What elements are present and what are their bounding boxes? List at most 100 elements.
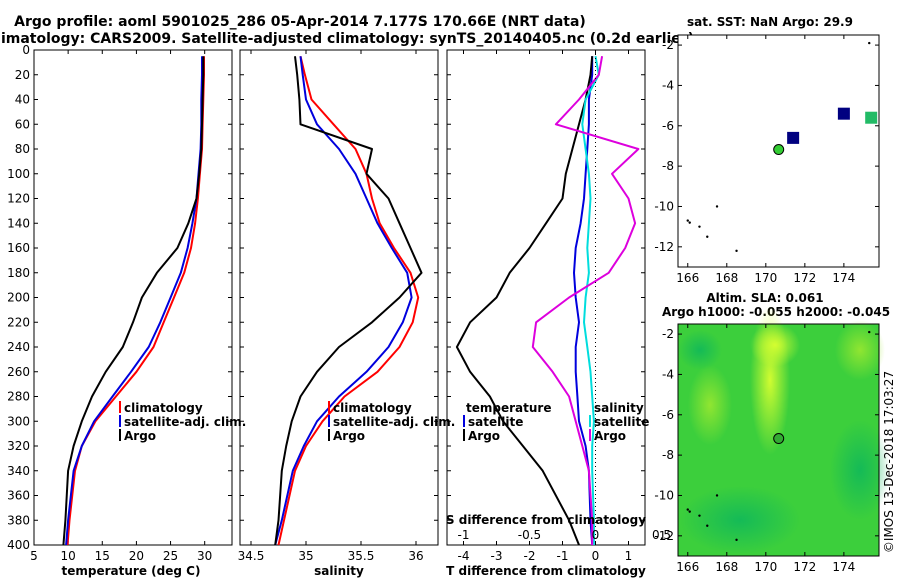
- s-tick-label: 0.5: [652, 528, 671, 542]
- x-tick-label: 15: [95, 549, 110, 563]
- x-tick-label: -1: [557, 549, 569, 563]
- copyright-watermark: ©IMOS 13-Dec-2018 17:03:27: [882, 371, 896, 553]
- y-tick-label: 140: [7, 216, 30, 230]
- title-line2: Climatology: CARS2009. Satellite-adjuste…: [0, 31, 694, 47]
- y-tick-label: 360: [7, 489, 30, 503]
- y-tick-label: 340: [7, 464, 30, 478]
- x-tick-label: 35: [298, 549, 313, 563]
- y-tick-label: -10: [654, 199, 674, 213]
- x-tick-label: 170: [754, 271, 777, 285]
- legend-label-satellite: satellite-adj. clim.: [333, 415, 455, 429]
- x-tick-label: -2: [524, 549, 536, 563]
- y-tick-label: -10: [654, 488, 674, 502]
- island-speck: [698, 225, 701, 228]
- legend-title-temperature: temperature: [466, 401, 551, 415]
- difference-legend-salinity: salinity satellite Argo: [589, 401, 649, 443]
- x-tick-label: -3: [491, 549, 503, 563]
- sla-low-blob: [680, 486, 800, 554]
- s-tick-label: 0: [592, 528, 600, 542]
- y-tick-label: 160: [7, 241, 30, 255]
- island-speck: [715, 494, 719, 497]
- y-tick-label: -8: [662, 159, 674, 173]
- y-tick-label: 40: [15, 93, 30, 107]
- legend-label-temp-satellite: satellite: [468, 415, 523, 429]
- difference-xlabel-top: S difference from climatology: [446, 513, 646, 527]
- x-tick-label: 25: [163, 549, 178, 563]
- salinity-plot: 34.5 35 35.5 36: [238, 49, 438, 563]
- x-tick-label: 34.5: [238, 549, 265, 563]
- legend-label-temp-argo: Argo: [468, 429, 500, 443]
- nearby-profile-marker: [787, 131, 800, 144]
- title-line1: Argo profile: aoml 5901025_286 05-Apr-20…: [14, 14, 586, 30]
- x-tick-label: 174: [832, 271, 855, 285]
- x-tick-label: 36: [408, 549, 423, 563]
- y-tick-label: 80: [15, 142, 30, 156]
- temperature-legend: climatology satellite-adj. clim. Argo: [119, 401, 246, 443]
- y-tick-label: -8: [662, 448, 674, 462]
- argo-profile-marker: [773, 144, 785, 156]
- sst-map-title: sat. SST: NaN Argo: 29.9: [687, 15, 853, 29]
- sla-low-blob: [830, 420, 890, 520]
- island-speck: [688, 221, 691, 224]
- y-tick-label: 0: [22, 43, 30, 57]
- island-speck: [868, 330, 871, 334]
- y-tick-label: 300: [7, 414, 30, 428]
- y-tick-label: 280: [7, 390, 30, 404]
- difference-panel-frame: [446, 49, 646, 546]
- y-tick-label: -2: [662, 327, 674, 341]
- island-speck: [735, 249, 738, 253]
- difference-plot: -4-3-2-101-1-0.500.51: [447, 49, 731, 563]
- sla-map-plot: -2 -4 -6 -8 -10 -12 166 168 170 172 174: [654, 324, 879, 574]
- island-speck: [686, 219, 689, 222]
- sla-map-frame: [677, 323, 880, 557]
- y-tick-label: -12: [654, 529, 674, 543]
- series-line: [65, 56, 203, 546]
- x-tick-label: 170: [754, 560, 777, 574]
- sla-map-field: [678, 305, 890, 554]
- series-line: [455, 56, 594, 546]
- x-tick-label: 174: [832, 560, 855, 574]
- island-speck: [688, 510, 691, 513]
- island-speck: [706, 235, 709, 238]
- island-speck: [868, 41, 871, 45]
- nearby-profile-marker: [837, 107, 850, 120]
- island-speck: [686, 508, 689, 511]
- s-tick-label: -1: [458, 528, 470, 542]
- legend-label-satellite: satellite-adj. clim.: [124, 415, 246, 429]
- y-tick-label: -6: [662, 119, 674, 133]
- legend-label-climatology: climatology: [124, 401, 203, 415]
- series-line: [277, 55, 420, 546]
- island-speck: [698, 514, 701, 517]
- series-line: [274, 56, 423, 546]
- x-tick-label: 166: [676, 560, 699, 574]
- series-line: [66, 56, 205, 546]
- sla-low-blob: [678, 330, 722, 370]
- x-tick-label: 0: [592, 549, 600, 563]
- sla-mid-blob: [688, 365, 732, 445]
- temperature-xlabel: temperature (deg C): [62, 564, 201, 578]
- y-tick-label: 180: [7, 266, 30, 280]
- x-tick-label: -4: [458, 549, 470, 563]
- legend-label-sal-satellite: satellite: [594, 415, 649, 429]
- sst-map-plot: -2 -4 -6 -8 -10 -12 166 168 170 172 174: [654, 35, 879, 285]
- salinity-panel-frame: [239, 49, 439, 546]
- s-tick-label: -0.5: [518, 528, 541, 542]
- legend-label-argo: Argo: [124, 429, 156, 443]
- y-tick-label: 100: [7, 167, 30, 181]
- x-tick-label: 5: [30, 549, 38, 563]
- y-tick-label: 400: [7, 538, 30, 552]
- x-tick-label: 168: [715, 560, 738, 574]
- sla-mid-blob: [835, 320, 885, 380]
- legend-label-sal-argo: Argo: [594, 429, 626, 443]
- sla-high-blob: [750, 323, 800, 367]
- temperature-plot: 0 20 40 60 80 100 120 140 160 180 200 220 240 260 280 3…: [7, 43, 232, 563]
- sla-map-title: Altim. SLA: 0.061: [706, 291, 823, 305]
- island-speck: [735, 538, 738, 542]
- x-tick-label: 35.5: [348, 549, 375, 563]
- y-tick-label: 240: [7, 340, 30, 354]
- legend-label-argo: Argo: [333, 429, 365, 443]
- x-tick-label: 172: [793, 560, 816, 574]
- island-speck: [715, 205, 719, 208]
- y-tick-label: 260: [7, 365, 30, 379]
- x-tick-label: 166: [676, 271, 699, 285]
